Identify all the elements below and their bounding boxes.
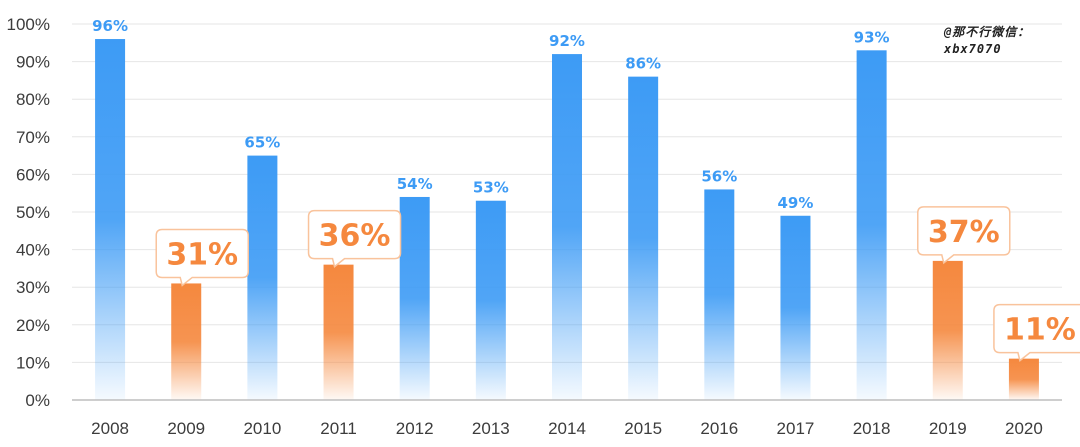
callout-label: 11% [1004,313,1076,348]
data-label: 86% [625,55,661,73]
x-tick-label: 2020 [1005,419,1043,438]
data-label: 93% [854,28,890,46]
x-tick-label: 2009 [167,419,205,438]
x-tick-label: 2017 [777,419,815,438]
callout-2011: 36% [307,209,402,268]
x-tick-label: 2011 [320,419,357,438]
data-label: 96% [92,17,128,35]
watermark-line-2: xbx7070 [944,42,1002,56]
x-tick-label: 2008 [91,419,129,438]
x-tick-label: 2018 [853,419,891,438]
x-axis-tick-labels: 2008 2009 2010 2011 2012 2013 2014 2015 2016 2017… [91,419,1043,438]
bar-2012 [399,196,430,400]
x-tick-label: 2012 [396,419,434,438]
x-tick-label: 2010 [243,419,281,438]
callout-box [993,303,1080,362]
data-label: 92% [549,32,585,50]
bar-2020 [1008,358,1039,400]
y-tick-label: 50% [16,203,50,222]
bar-2009 [171,283,202,400]
y-tick-label: 40% [16,241,50,260]
data-label: 65% [244,134,280,152]
callout-2009: 31% [155,228,249,287]
watermark: @那不行微信： xbx7070 [944,24,1074,58]
y-axis-tick-labels: 0% 10% 20% 30% 40% 50% 60% 70% 80% 90% 100% [7,15,50,410]
y-tick-label: 100% [7,15,50,34]
y-tick-label: 90% [16,53,50,72]
x-tick-label: 2016 [700,419,738,438]
x-tick-label: 2015 [624,419,662,438]
callout-box [307,209,402,268]
bar-2011 [323,264,354,400]
bar-2014 [552,54,582,401]
data-label: 54% [397,175,433,193]
bar-2018 [856,50,887,400]
bar-2016 [704,189,735,400]
x-tick-label: 2013 [472,419,510,438]
y-tick-label: 10% [16,353,50,372]
y-tick-label: 0% [25,391,50,410]
x-tick-label: 2019 [929,419,967,438]
bar-2017 [780,215,811,400]
callout-box [917,206,1011,265]
bars [95,39,1039,401]
data-label: 53% [473,179,509,197]
bar-2008 [95,39,126,400]
bar-2010 [247,155,278,400]
callout-box [155,228,249,287]
watermark-line-1: @那不行微信： [944,25,1031,39]
y-tick-label: 80% [16,90,50,109]
bar-2013 [475,200,506,400]
callout-label: 37% [928,215,1000,250]
callout-label: 31% [166,237,238,272]
data-labels: 96% 31% 65% 36% 54% 53% 92% 86% 56% 49% 93% 37% 11% [92,17,1080,362]
y-tick-label: 70% [16,128,50,147]
y-tick-label: 20% [16,316,50,335]
y-tick-label: 60% [16,165,50,184]
data-label: 49% [778,194,814,212]
callout-2019: 37% [917,206,1011,265]
data-label: 56% [701,167,737,185]
callout-2020: 11% [993,303,1080,362]
callout-label: 36% [319,219,391,254]
y-tick-label: 30% [16,278,50,297]
x-tick-label: 2014 [548,419,586,438]
bar-2015 [628,76,659,400]
bar-2019 [932,260,963,400]
